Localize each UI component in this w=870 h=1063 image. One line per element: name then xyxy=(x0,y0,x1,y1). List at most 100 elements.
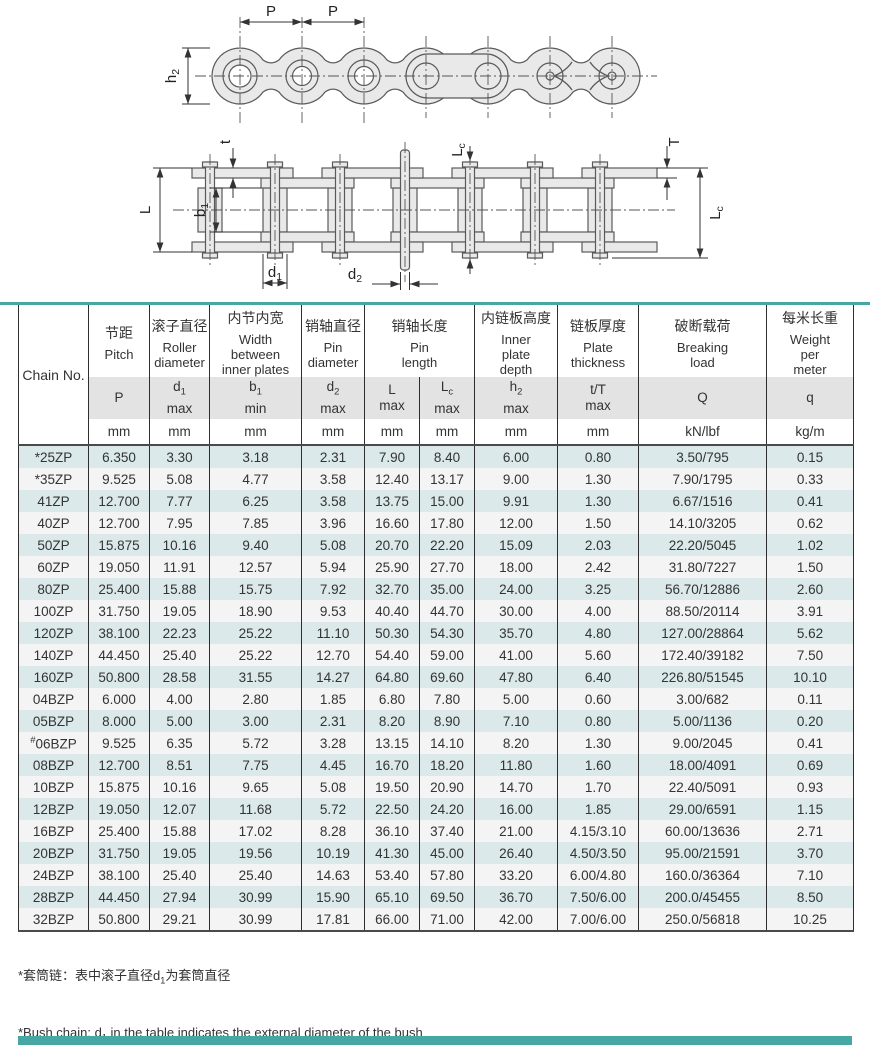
table-cell: 4.00 xyxy=(557,600,639,622)
table-row: 80ZP 25.400 15.88 15.75 7.92 32.70 35.00 24.00 3… xyxy=(18,578,854,600)
table-cell: 6.00 xyxy=(474,445,558,468)
chain-no-cell: 08BZP xyxy=(18,754,89,776)
dim-label-pitch: P xyxy=(266,3,276,20)
table-cell: 0.15 xyxy=(766,445,854,468)
table-cell: 35.70 xyxy=(474,622,558,644)
table-cell: 50.800 xyxy=(88,666,150,688)
table-cell: 35.00 xyxy=(419,578,475,600)
table-cell: 31.750 xyxy=(88,600,150,622)
table-cell: 5.72 xyxy=(301,798,365,820)
table-cell: 18.20 xyxy=(419,754,475,776)
table-cell: 25.40 xyxy=(209,864,302,886)
column-header-3: 销轴直径 Pin diameter xyxy=(301,305,365,377)
table-cell: 10.10 xyxy=(766,666,854,688)
table-cell: 7.50/6.00 xyxy=(557,886,639,908)
table-row: 24BZP 38.100 25.40 25.40 14.63 53.40 57.80 33.2… xyxy=(18,864,854,886)
table-row: 10BZP 15.875 10.16 9.65 5.08 19.50 20.90 14.70 1… xyxy=(18,776,854,798)
table-cell: 1.85 xyxy=(301,688,365,710)
table-cell: 5.00 xyxy=(149,710,210,732)
table-cell: 5.94 xyxy=(301,556,365,578)
table-cell: 2.60 xyxy=(766,578,854,600)
table-cell: 6.80 xyxy=(364,688,420,710)
table-cell: 25.40 xyxy=(149,644,210,666)
table-row: *35ZP 9.525 5.08 4.77 3.58 12.40 13.17 9.00 1.30… xyxy=(18,468,854,490)
table-cell: 20.90 xyxy=(419,776,475,798)
chain-no-cell: 24BZP xyxy=(18,864,89,886)
symbol-header: t/T max xyxy=(557,377,639,419)
table-cell: 5.00 xyxy=(474,688,558,710)
table-cell: 22.23 xyxy=(149,622,210,644)
table-cell: 8.90 xyxy=(419,710,475,732)
table-cell: 13.15 xyxy=(364,732,420,754)
spring-clip-icon xyxy=(589,61,609,91)
table-cell: 1.70 xyxy=(557,776,639,798)
column-header-2: 内节内宽 Width between inner plates xyxy=(209,305,302,377)
table-cell: 4.50/3.50 xyxy=(557,842,639,864)
chain-no-cell: 50ZP xyxy=(18,534,89,556)
table-cell: 8.20 xyxy=(364,710,420,732)
table-cell: 14.10/3205 xyxy=(638,512,767,534)
chain-no-cell: *25ZP xyxy=(18,445,89,468)
chain-no-cell: 40ZP xyxy=(18,512,89,534)
table-cell: 10.16 xyxy=(149,534,210,556)
table-cell: 22.20 xyxy=(419,534,475,556)
corner-header-chain-no: Chain No. xyxy=(18,305,89,446)
table-cell: 7.10 xyxy=(766,864,854,886)
column-header-en: Width between inner plates xyxy=(221,332,290,377)
table-cell: 25.22 xyxy=(209,644,302,666)
table-cell: 1.60 xyxy=(557,754,639,776)
table-cell: 14.27 xyxy=(301,666,365,688)
table-cell: 10.16 xyxy=(149,776,210,798)
table-cell: 4.80 xyxy=(557,622,639,644)
table-header: Chain No. 节距 Pitch 滚子直径 Roller diameter 内节内宽 Wi… xyxy=(18,305,854,446)
table-cell: 0.69 xyxy=(766,754,854,776)
outer-plate xyxy=(451,167,554,179)
spec-table: Chain No. 节距 Pitch 滚子直径 Roller diameter 内节内宽 Wi… xyxy=(18,305,854,932)
table-cell: 15.90 xyxy=(301,886,365,908)
table-cell: 0.20 xyxy=(766,710,854,732)
table-cell: 19.050 xyxy=(88,556,150,578)
table-cell: 9.40 xyxy=(209,534,302,556)
table-cell: 10.19 xyxy=(301,842,365,864)
table-cell: 18.00 xyxy=(474,556,558,578)
table-cell: 10.25 xyxy=(766,908,854,931)
table-cell: 30.99 xyxy=(209,908,302,931)
table-cell: 12.00 xyxy=(474,512,558,534)
table-cell: 27.94 xyxy=(149,886,210,908)
table-cell: 40.40 xyxy=(364,600,420,622)
table-cell: 14.70 xyxy=(474,776,558,798)
table-cell: 31.750 xyxy=(88,842,150,864)
table-cell: 9.525 xyxy=(88,732,150,754)
table-cell: 41.30 xyxy=(364,842,420,864)
table-row: 60ZP 19.050 11.91 12.57 5.94 25.90 27.70 18.00 2… xyxy=(18,556,854,578)
table-cell: 4.45 xyxy=(301,754,365,776)
column-header-5: 内链板高度 Inner plate depth xyxy=(474,305,558,377)
chain-diagrams: P P h2​ L b1​ t Lc​ xyxy=(137,3,726,290)
table-cell: 172.40/39182 xyxy=(638,644,767,666)
column-header-cn: 节距 xyxy=(105,325,133,341)
table-cell: 19.050 xyxy=(88,798,150,820)
table-cell: 5.00/1136 xyxy=(638,710,767,732)
chain-no-cell: 160ZP xyxy=(18,666,89,688)
table-cell: 1.02 xyxy=(766,534,854,556)
table-cell: 38.100 xyxy=(88,622,150,644)
chain-no-cell: 12BZP xyxy=(18,798,89,820)
table-cell: 6.35 xyxy=(149,732,210,754)
table-cell: 37.40 xyxy=(419,820,475,842)
table-cell: 19.50 xyxy=(364,776,420,798)
table-cell: 3.96 xyxy=(301,512,365,534)
table-cell: 25.400 xyxy=(88,820,150,842)
table-cell: 8.000 xyxy=(88,710,150,732)
inner-plate xyxy=(520,177,615,189)
table-row: 16BZP 25.400 15.88 17.02 8.28 36.10 37.40 21.00… xyxy=(18,820,854,842)
chain-no-cell: #06BZP xyxy=(18,732,89,754)
unit-header: mm xyxy=(419,419,475,446)
dim-label-t: t xyxy=(217,139,234,144)
table-cell: 12.40 xyxy=(364,468,420,490)
table-cell: 25.40 xyxy=(149,864,210,886)
spring-clip-icon xyxy=(553,61,573,91)
table-cell: 8.20 xyxy=(474,732,558,754)
table-cell: 36.10 xyxy=(364,820,420,842)
table-row: *25ZP 6.350 3.30 3.18 2.31 7.90 8.40 6.00 0.80 3.… xyxy=(18,445,854,468)
